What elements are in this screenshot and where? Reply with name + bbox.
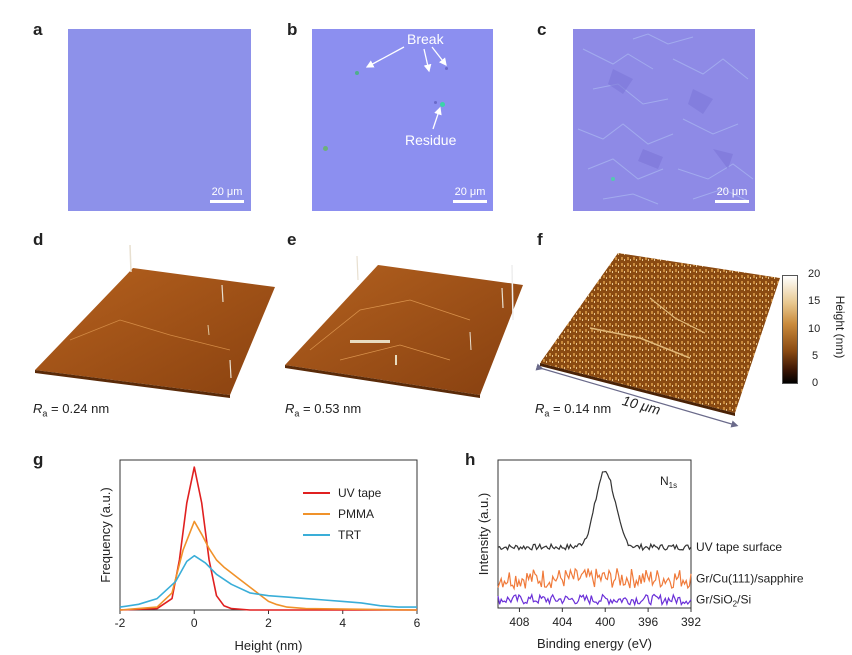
series-label: Gr/Cu(111)/sapphire [696, 571, 804, 585]
scale-bar-c: 20 μm [712, 186, 752, 203]
scale-label: 20 μm [211, 186, 243, 198]
x-tick-label: 2 [265, 616, 272, 630]
legend-label: UV tape [338, 486, 382, 500]
afm-surface-f [535, 253, 780, 428]
annotation-arrows [365, 46, 447, 130]
afm-surface-e [285, 255, 523, 398]
series-line-2 [497, 592, 692, 607]
x-axis-label: Binding energy (eV) [537, 636, 652, 651]
ra-value: = 0.14 nm [549, 401, 612, 416]
micrograph-b [312, 29, 493, 211]
colorbar-tick-5: 5 [812, 350, 819, 362]
colorbar-tick-0: 0 [812, 377, 819, 389]
colorbar-tick-10: 10 [808, 323, 821, 335]
chart-height-distribution: -2 0 2 4 6 Height (nm) Frequency (a.u.) UV tape… [98, 459, 421, 653]
x-tick-label: 392 [681, 615, 701, 629]
scale-bar-a: 20 μm [207, 186, 247, 203]
ra-symbol: R [33, 401, 43, 416]
colorbar-tick-15: 15 [808, 295, 821, 307]
colorbar-tick-20: 20 [808, 268, 821, 280]
x-tick-label: 0 [191, 616, 198, 630]
chart-xps-n1s: 408 404 400 396 392 Binding energy (eV) Intens… [476, 459, 804, 651]
x-tick-label: 6 [414, 616, 421, 630]
ra-sub: a [294, 408, 300, 419]
break-annotation: Break [407, 31, 444, 47]
panel-label-e: e [287, 230, 297, 249]
crack-texture [577, 33, 754, 205]
x-tick-label: -2 [115, 616, 126, 630]
plot-frame [497, 459, 692, 609]
series-line-trt [119, 554, 417, 608]
ra-symbol: R [285, 401, 295, 416]
x-tick-label: 400 [595, 615, 615, 629]
x-tick-label: 396 [638, 615, 658, 629]
panel-label-d: d [33, 230, 44, 249]
micrograph-a [68, 29, 251, 211]
y-axis-label: Intensity (a.u.) [476, 493, 491, 575]
afm-surface-d [35, 244, 275, 398]
ra-sub: a [42, 408, 48, 419]
series-line-pmma [119, 520, 418, 611]
panel-label-g: g [33, 450, 44, 469]
micrograph-c [573, 29, 755, 211]
ra-value: = 0.53 nm [299, 401, 362, 416]
x-tick-label: 408 [509, 615, 529, 629]
colorbar-label: Height (nm) [833, 295, 847, 359]
panel-label-h: h [465, 450, 476, 469]
x-axis-label: Height (nm) [235, 638, 303, 653]
n1s-annotation: N1s [660, 474, 677, 490]
height-colorbar [782, 275, 798, 384]
roughness-d: Ra = 0.24 nm [33, 401, 109, 419]
series-line-uv-tape [119, 466, 417, 611]
x-tick-label: 404 [552, 615, 572, 629]
series-line-0 [497, 470, 692, 552]
scale-bar-b: 20 μm [450, 186, 490, 203]
ra-value: = 0.24 nm [47, 401, 110, 416]
scale-label: 20 μm [454, 186, 486, 198]
panel-label-f: f [537, 230, 543, 249]
panel-label-b: b [287, 20, 298, 39]
panel-label-a: a [33, 20, 43, 39]
plot-frame [119, 459, 418, 611]
legend-label: TRT [338, 528, 362, 542]
series-label: Gr/SiO2/Si [696, 593, 751, 609]
ra-sub: a [544, 408, 550, 419]
y-axis-label: Frequency (a.u.) [98, 487, 113, 582]
x-tick-label: 4 [339, 616, 346, 630]
legend-label: PMMA [338, 507, 374, 521]
roughness-e: Ra = 0.53 nm [285, 401, 361, 419]
scale-label: 20 μm [716, 186, 748, 198]
residue-annotation: Residue [405, 132, 457, 148]
roughness-f: Ra = 0.14 nm [535, 401, 611, 419]
ra-symbol: R [535, 401, 545, 416]
series-label: UV tape surface [696, 540, 782, 554]
series-line-1 [497, 567, 692, 591]
panel-label-c: c [537, 20, 547, 39]
